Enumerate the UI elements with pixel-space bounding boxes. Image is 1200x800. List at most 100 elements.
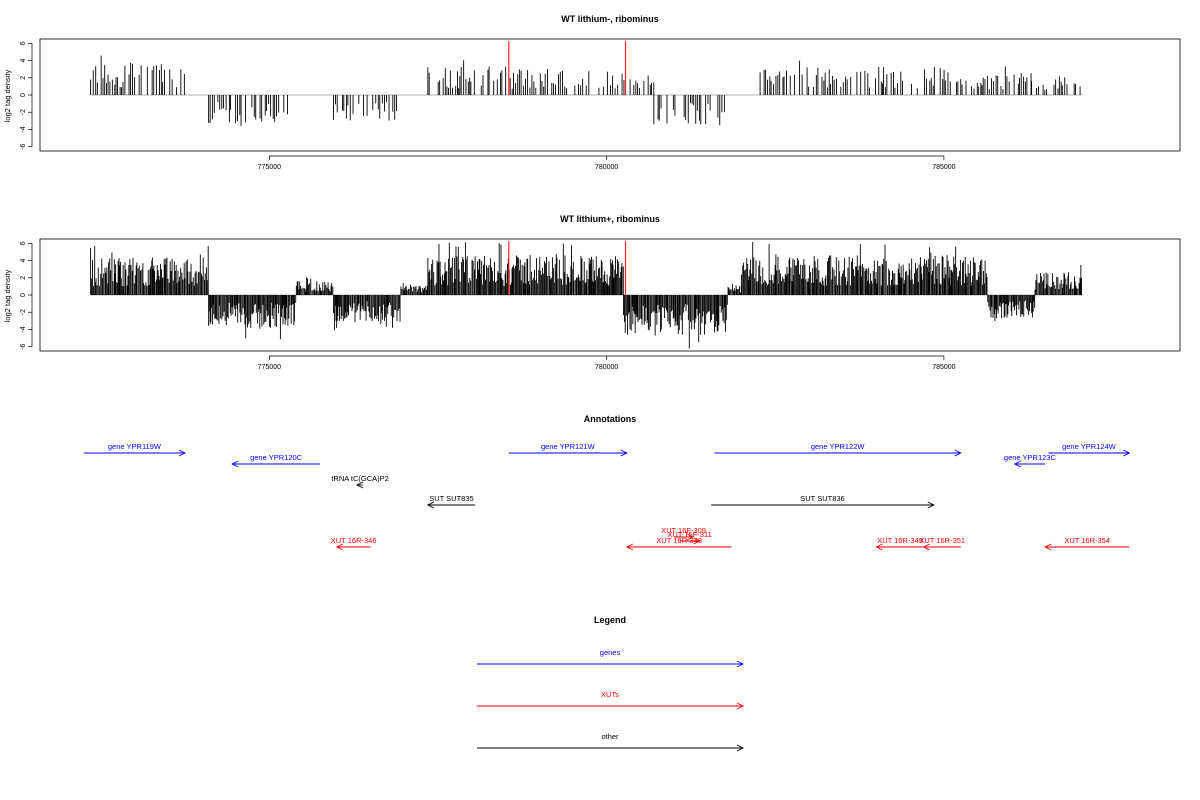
y-axis: -6 -4 -2 0 2 4 6 [20, 241, 33, 350]
annotation-feature: tRNA tC(GCA)P2 [331, 474, 389, 489]
y-tick-label: -2 [20, 309, 27, 315]
y-tick-label: 0 [20, 293, 27, 297]
legend-arrow [736, 660, 745, 668]
annotation-features: gene YPR119W gene YPR120C gene YPR121W gene… [83, 442, 1131, 551]
density-bars [90, 241, 1082, 349]
y-axis-label: log2 tag density [3, 269, 12, 322]
chart-panel-lithium-minus: WT lithium-, ribominus log2 tag density … [3, 14, 1181, 171]
highlight-lines [508, 41, 627, 95]
legend-item: XUTs [477, 690, 745, 710]
legend-arrow [736, 744, 745, 752]
strand-arrow [954, 449, 962, 457]
feature-label: tRNA tC(GCA)P2 [331, 474, 389, 483]
y-tick-label: 2 [20, 276, 27, 280]
strand-arrow [178, 449, 187, 457]
annotation-feature: gene YPR121W [508, 442, 628, 457]
legend-label: other [601, 732, 619, 741]
x-axis: 775000 780000 785000 [258, 355, 956, 371]
x-tick-label: 775000 [258, 364, 281, 371]
legend-label: XUTs [601, 690, 619, 699]
feature-label: XUT 16R-346 [331, 536, 377, 545]
x-tick-label: 780000 [595, 164, 618, 171]
x-axis: 775000 780000 785000 [258, 155, 956, 171]
chart-title: WT lithium+, ribominus [560, 214, 660, 224]
annotation-feature: gene YPR120C [231, 453, 320, 468]
annotation-feature: XUT 16F-309 [661, 526, 706, 541]
y-tick-label: 6 [20, 241, 27, 245]
annotation-feature: XUT 16R-351 [919, 536, 965, 551]
legend-label: genes [600, 648, 621, 657]
feature-label: XUT 16R-354 [1064, 536, 1110, 545]
y-tick-label: 4 [20, 258, 27, 262]
strand-arrow [231, 460, 239, 468]
feature-label: gene YPR120C [250, 453, 303, 462]
feature-label: XUT 16F-311 [667, 530, 711, 539]
y-tick-label: 6 [20, 41, 27, 45]
strand-arrow [922, 543, 930, 551]
annotation-feature: SUT SUT835 [426, 494, 476, 509]
feature-label: XUT 16R-351 [919, 536, 965, 545]
highlight-lines [508, 241, 627, 295]
feature-label: gene YPR122W [811, 442, 866, 451]
annotation-feature: XUT 16R-346 [331, 536, 377, 551]
annotation-feature: XUT 16R-349 [875, 536, 924, 551]
feature-label: gene YPR123C [1004, 453, 1057, 462]
x-tick-label: 780000 [595, 364, 618, 371]
y-tick-label: -4 [20, 326, 27, 332]
strand-arrow [686, 533, 694, 541]
y-tick-label: -2 [20, 109, 27, 115]
chart-panel-lithium-plus: WT lithium+, ribominus log2 tag density … [3, 214, 1181, 371]
feature-label: gene YPR119W [108, 442, 162, 451]
strand-arrow [335, 543, 344, 551]
plot-frame [39, 238, 1181, 352]
strand-arrow [1013, 460, 1021, 468]
annotations-title: Annotations [584, 414, 637, 424]
x-tick-label: 785000 [932, 364, 955, 371]
annotation-feature: gene YPR124W [1048, 442, 1131, 457]
y-tick-label: 4 [20, 58, 27, 62]
y-axis: -6 -4 -2 0 2 4 6 [20, 41, 33, 150]
x-tick-label: 785000 [932, 164, 955, 171]
annotation-feature: gene YPR122W [714, 442, 962, 457]
strand-arrow [927, 501, 935, 509]
feature-label: SUT SUT836 [800, 494, 844, 503]
strand-arrow [875, 543, 883, 551]
legend-title: Legend [594, 615, 626, 625]
density-bars [90, 55, 1081, 126]
strand-arrow [356, 481, 364, 489]
feature-label: XUT 16R-348 [656, 536, 702, 545]
feature-label: gene YPR121W [541, 442, 596, 451]
annotation-feature: SUT SUT836 [711, 494, 935, 509]
y-axis-label: log2 tag density [3, 69, 12, 122]
plot-frame [39, 38, 1181, 152]
annotation-feature: gene YPR119W [83, 442, 187, 457]
strand-arrow [625, 543, 634, 551]
legend-panel: Legend genes XUTs other [477, 615, 745, 752]
y-tick-label: -4 [20, 126, 27, 132]
annotation-feature: gene YPR123C [1004, 453, 1057, 468]
y-tick-label: -6 [20, 343, 27, 349]
x-tick-label: 775000 [258, 164, 281, 171]
y-tick-label: 0 [20, 93, 27, 97]
annotation-feature: XUT 16F-311 [667, 530, 712, 545]
feature-label: XUT 16R-349 [877, 536, 923, 545]
strand-arrow [1123, 449, 1131, 457]
strand-arrow [426, 501, 435, 509]
legend-item: genes [477, 648, 745, 668]
legend-item: other [477, 732, 745, 752]
annotation-feature: XUT 16R-348 [625, 536, 732, 551]
strand-arrow [693, 537, 701, 545]
strand-arrow [1044, 543, 1052, 551]
y-tick-label: -6 [20, 143, 27, 149]
legend-arrow [736, 702, 745, 710]
chart-title: WT lithium-, ribominus [561, 14, 659, 24]
y-tick-label: 2 [20, 76, 27, 80]
strand-arrow [620, 449, 628, 457]
feature-label: XUT 16F-309 [661, 526, 706, 535]
feature-label: gene YPR124W [1062, 442, 1117, 451]
feature-label: SUT SUT835 [429, 494, 473, 503]
annotation-feature: XUT 16R-354 [1044, 536, 1130, 551]
legend-items: genes XUTs other [477, 648, 745, 752]
